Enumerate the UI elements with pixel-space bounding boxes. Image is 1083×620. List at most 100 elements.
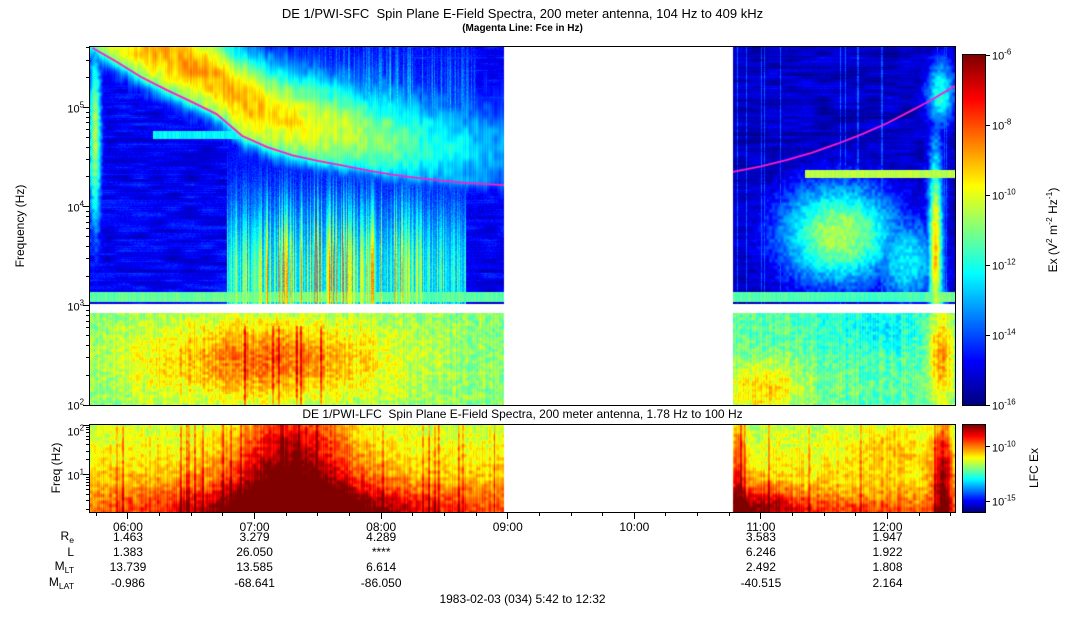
lfc-y-axis-label: Freq (Hz) [49,442,63,494]
lfc-cb-tick-label: 10-15 [992,493,1016,509]
eph-value: 2.164 [872,575,903,590]
x-tick-label: 12:00 [872,520,903,534]
sfc-cb-tick-label: 10-14 [992,327,1016,343]
eph-value: -68.641 [234,575,275,590]
sfc-ytick-mark [83,206,89,208]
sfc-ytick-minor [86,357,89,359]
x-tick-label: 06:00 [112,520,143,534]
eph-value: 13.739 [109,560,147,575]
sfc-ytick-minor [86,77,89,79]
x-tick-minor [602,513,604,516]
eph-value: -86.050 [360,575,402,590]
x-tick-mark [760,513,762,519]
x-tick-minor [950,513,952,516]
lfc-ytick-minor [86,476,89,478]
sfc-cb-tick-label: 10-6 [992,47,1012,63]
eph-value: **** [371,545,391,560]
x-tick-minor [697,513,699,516]
x-tick-minor [412,513,414,516]
sfc-cb-tick-mark [986,334,990,336]
sfc-ytick-minor [86,335,89,337]
sfc-colorbar [962,54,986,406]
x-tick-minor [317,513,319,516]
eph-value: 3.583 [745,530,776,544]
eph-value: 2.492 [745,560,776,575]
lfc-ytick-label: 102 [67,423,84,439]
lfc-colorbar-label: LFC Ex [1027,447,1041,489]
sfc-ytick-minor [86,176,89,178]
x-tick-minor [222,513,224,516]
sfc-ytick-minor [86,122,89,124]
lfc-ytick-mark [83,474,89,476]
sfc-title: DE 1/PWI-SFC Spin Plane E-Field Spectra,… [281,6,764,21]
sfc-ytick-label: 105 [67,100,84,115]
lfc-ytick-minor [86,479,89,481]
x-tick-minor [349,513,350,516]
lfc-ytick-minor [86,450,89,452]
x-tick-minor [190,513,192,516]
x-tick-minor [823,513,825,516]
sfc-ytick-minor [86,327,89,329]
eph-value: -0.986 [110,575,145,590]
x-tick-minor [918,513,920,516]
lfc-cb-tick-mark [986,446,990,448]
sfc-ytick-minor [86,228,89,230]
sfc-cb-tick-label: 10-8 [992,117,1012,133]
x-tick-mark [127,513,129,519]
x-tick-minor [475,513,477,516]
sfc-ytick-minor [86,309,89,311]
eph-value: 26.050 [236,545,273,560]
lfc-spectrogram [89,424,956,513]
sfc-ytick-minor [86,129,89,131]
eph-value: 3.279 [239,530,270,544]
x-tick-label: 07:00 [239,520,270,534]
x-tick-mark [380,513,382,519]
eph-row-label: L [67,545,74,560]
eph-value: 1.808 [872,560,903,575]
sfc-ytick-minor [86,111,89,113]
x-tick-minor [855,513,857,516]
sfc-ytick-label: 102 [67,397,84,413]
sfc-ytick-minor [86,344,89,346]
x-tick-label: 10:00 [619,520,650,534]
lfc-ytick-minor [86,429,89,431]
x-tick-minor [538,513,540,516]
x-tick-mark [887,513,889,519]
sfc-ytick-mark [83,404,89,406]
x-tick-label: 09:00 [492,520,523,534]
eph-row-label: Re [60,528,74,546]
sfc-ytick-minor [86,210,89,212]
eph-value: 1.922 [872,545,903,560]
eph-row-label: MLAT [48,574,74,591]
eph-row-label: MLT [54,559,74,576]
eph-value: 6.614 [366,560,397,575]
sfc-cb-tick-mark [986,124,990,126]
sfc-colorbar-label: Ex (V2 m-2 Hz-1) [1044,187,1060,273]
x-tick-minor [792,513,794,516]
lfc-ytick-minor [86,494,89,495]
sfc-ytick-minor [86,47,89,49]
lfc-ytick-minor [86,432,89,434]
sfc-ytick-mark [83,107,89,109]
sfc-ytick-minor [86,215,89,217]
lfc-ytick-minor [86,444,89,446]
lfc-cb-tick-mark [986,500,990,502]
x-tick-mark [633,513,635,519]
sfc-cb-tick-mark [986,404,990,406]
sfc-cb-tick-mark [986,54,990,56]
sfc-ytick-minor [86,258,89,260]
x-tick-minor [443,513,445,516]
x-tick-minor [570,513,572,516]
x-tick-minor [159,513,161,516]
x-tick-minor [285,513,287,516]
lfc-ytick-minor [86,481,89,483]
sfc-ytick-minor [86,158,89,160]
lfc-ytick-minor [86,500,89,502]
x-tick-minor [665,513,667,516]
lfc-ytick-minor [86,435,89,437]
sfc-ytick-minor [86,320,89,322]
sfc-cb-tick-label: 10-16 [992,397,1016,413]
eph-value: 4.289 [366,530,397,544]
sfc-cb-tick-mark [986,194,990,196]
sfc-cb-tick-label: 10-10 [992,187,1016,203]
